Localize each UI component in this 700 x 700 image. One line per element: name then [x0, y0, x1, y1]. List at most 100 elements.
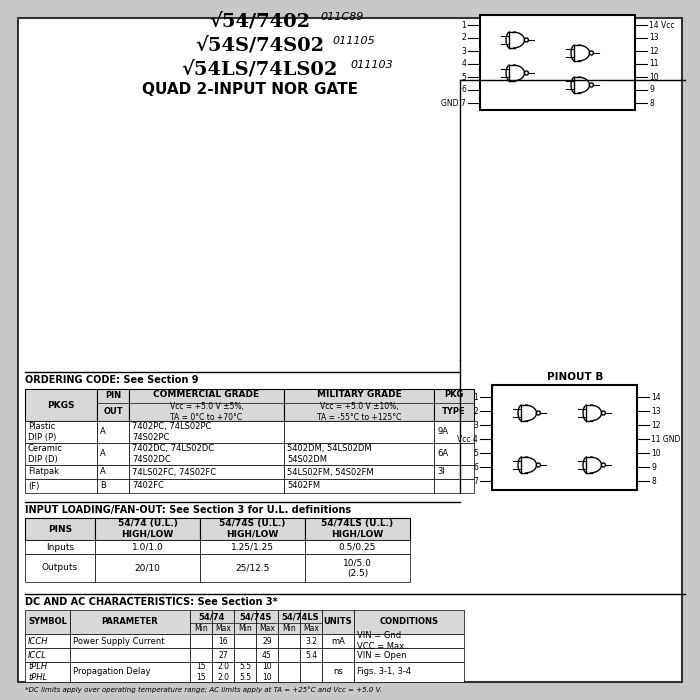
- Bar: [234, 648, 256, 662]
- Bar: [129, 479, 284, 493]
- Text: 9: 9: [651, 463, 656, 472]
- Text: PKGS: PKGS: [48, 400, 75, 410]
- Text: 7402FC: 7402FC: [132, 482, 164, 491]
- Bar: [322, 662, 354, 682]
- Bar: [234, 610, 256, 634]
- Text: √54/7402: √54/7402: [209, 12, 311, 30]
- Text: 7: 7: [473, 477, 478, 486]
- Bar: [200, 540, 305, 554]
- Text: GND 7: GND 7: [441, 99, 466, 108]
- Text: 3: 3: [473, 421, 478, 430]
- Bar: [300, 662, 322, 682]
- Bar: [284, 421, 434, 443]
- Text: 54/74LS: 54/74LS: [281, 612, 318, 621]
- Bar: [212, 648, 234, 662]
- Circle shape: [589, 51, 594, 55]
- Circle shape: [601, 463, 606, 467]
- Text: 3.2: 3.2: [305, 636, 317, 645]
- Circle shape: [589, 83, 594, 87]
- Bar: [284, 389, 434, 421]
- Bar: [97, 465, 129, 479]
- Circle shape: [601, 411, 606, 415]
- Text: mA: mA: [331, 636, 345, 645]
- Text: OUT: OUT: [103, 407, 122, 416]
- Text: 54/74: 54/74: [199, 612, 225, 621]
- Text: 0.5/0.25: 0.5/0.25: [339, 542, 376, 552]
- Text: Vcc 4: Vcc 4: [457, 435, 478, 444]
- Text: Min: Min: [282, 624, 296, 633]
- Bar: [354, 662, 464, 682]
- Text: VIN = Open: VIN = Open: [357, 650, 407, 659]
- Text: Ceramic
DIP (D): Ceramic DIP (D): [28, 444, 63, 463]
- Text: 5.5
5.5: 5.5 5.5: [239, 662, 251, 682]
- Text: 15
15: 15 15: [196, 662, 206, 682]
- Bar: [190, 634, 212, 648]
- Bar: [190, 610, 212, 634]
- Text: 011103: 011103: [350, 60, 393, 70]
- Bar: [434, 421, 474, 443]
- Bar: [25, 540, 95, 554]
- Text: 10: 10: [649, 73, 659, 81]
- Text: 011105: 011105: [332, 36, 375, 46]
- Bar: [300, 634, 322, 648]
- Text: 16: 16: [218, 636, 228, 645]
- Text: ICCH: ICCH: [28, 636, 48, 645]
- Text: 5402FM: 5402FM: [287, 482, 320, 491]
- Bar: [434, 465, 474, 479]
- Bar: [300, 610, 322, 634]
- Text: 54LS02FM, 54S02FM: 54LS02FM, 54S02FM: [287, 468, 374, 477]
- Text: 54/74S: 54/74S: [240, 612, 272, 621]
- Bar: [95, 554, 200, 582]
- Text: 6: 6: [473, 463, 478, 472]
- Text: 13: 13: [651, 407, 661, 416]
- Bar: [305, 554, 410, 582]
- Text: 9: 9: [649, 85, 654, 94]
- Text: CONDITIONS: CONDITIONS: [379, 617, 438, 626]
- Bar: [25, 648, 70, 662]
- Text: 74LS02FC, 74S02FC: 74LS02FC, 74S02FC: [132, 468, 216, 477]
- Text: VIN = Gnd
VCC = Max: VIN = Gnd VCC = Max: [357, 631, 404, 651]
- Bar: [70, 662, 190, 682]
- Bar: [212, 662, 234, 682]
- Circle shape: [536, 411, 540, 415]
- Text: 1: 1: [473, 393, 478, 402]
- Bar: [97, 421, 129, 443]
- Bar: [480, 15, 635, 110]
- Text: 4: 4: [461, 60, 466, 69]
- Bar: [278, 648, 300, 662]
- Bar: [25, 610, 70, 634]
- Text: 54/74LS (U.L.)
HIGH/LOW: 54/74LS (U.L.) HIGH/LOW: [321, 519, 393, 539]
- Text: Vcc = +5.0 V ±10%,
TA = -55°C to +125°C: Vcc = +5.0 V ±10%, TA = -55°C to +125°C: [317, 402, 401, 421]
- Text: Outputs: Outputs: [42, 564, 78, 573]
- Text: 14 Vcc: 14 Vcc: [649, 20, 675, 29]
- Text: 10: 10: [651, 449, 661, 458]
- Bar: [212, 634, 234, 648]
- Circle shape: [536, 463, 540, 467]
- Text: Max: Max: [215, 624, 231, 633]
- Text: 10/5.0
(2.5): 10/5.0 (2.5): [343, 559, 372, 578]
- Bar: [305, 540, 410, 554]
- Text: 10
10: 10 10: [262, 662, 272, 682]
- Bar: [97, 443, 129, 465]
- Text: 5: 5: [473, 449, 478, 458]
- Circle shape: [524, 38, 528, 42]
- Bar: [95, 518, 200, 540]
- Text: 5.4: 5.4: [305, 650, 317, 659]
- Circle shape: [524, 71, 528, 75]
- Text: 8: 8: [649, 99, 654, 108]
- Text: 5402DM, 54LS02DM
54S02DM: 5402DM, 54LS02DM 54S02DM: [287, 444, 372, 463]
- Bar: [190, 662, 212, 682]
- Text: QUAD 2-INPUT NOR GATE: QUAD 2-INPUT NOR GATE: [142, 82, 358, 97]
- Text: Plastic
DIP (P): Plastic DIP (P): [28, 422, 57, 442]
- Text: √54LS/74LS02: √54LS/74LS02: [182, 60, 338, 78]
- Text: tPLH
tPHL: tPLH tPHL: [28, 662, 47, 682]
- Text: 6A: 6A: [437, 449, 448, 459]
- Text: DC AND AC CHARACTERISTICS: See Section 3*: DC AND AC CHARACTERISTICS: See Section 3…: [25, 597, 278, 607]
- Text: A: A: [100, 468, 106, 477]
- Text: 3I: 3I: [437, 468, 445, 477]
- Text: 25/12.5: 25/12.5: [235, 564, 270, 573]
- Bar: [354, 610, 464, 634]
- Bar: [97, 389, 129, 421]
- Bar: [284, 479, 434, 493]
- Text: 9A: 9A: [437, 428, 448, 437]
